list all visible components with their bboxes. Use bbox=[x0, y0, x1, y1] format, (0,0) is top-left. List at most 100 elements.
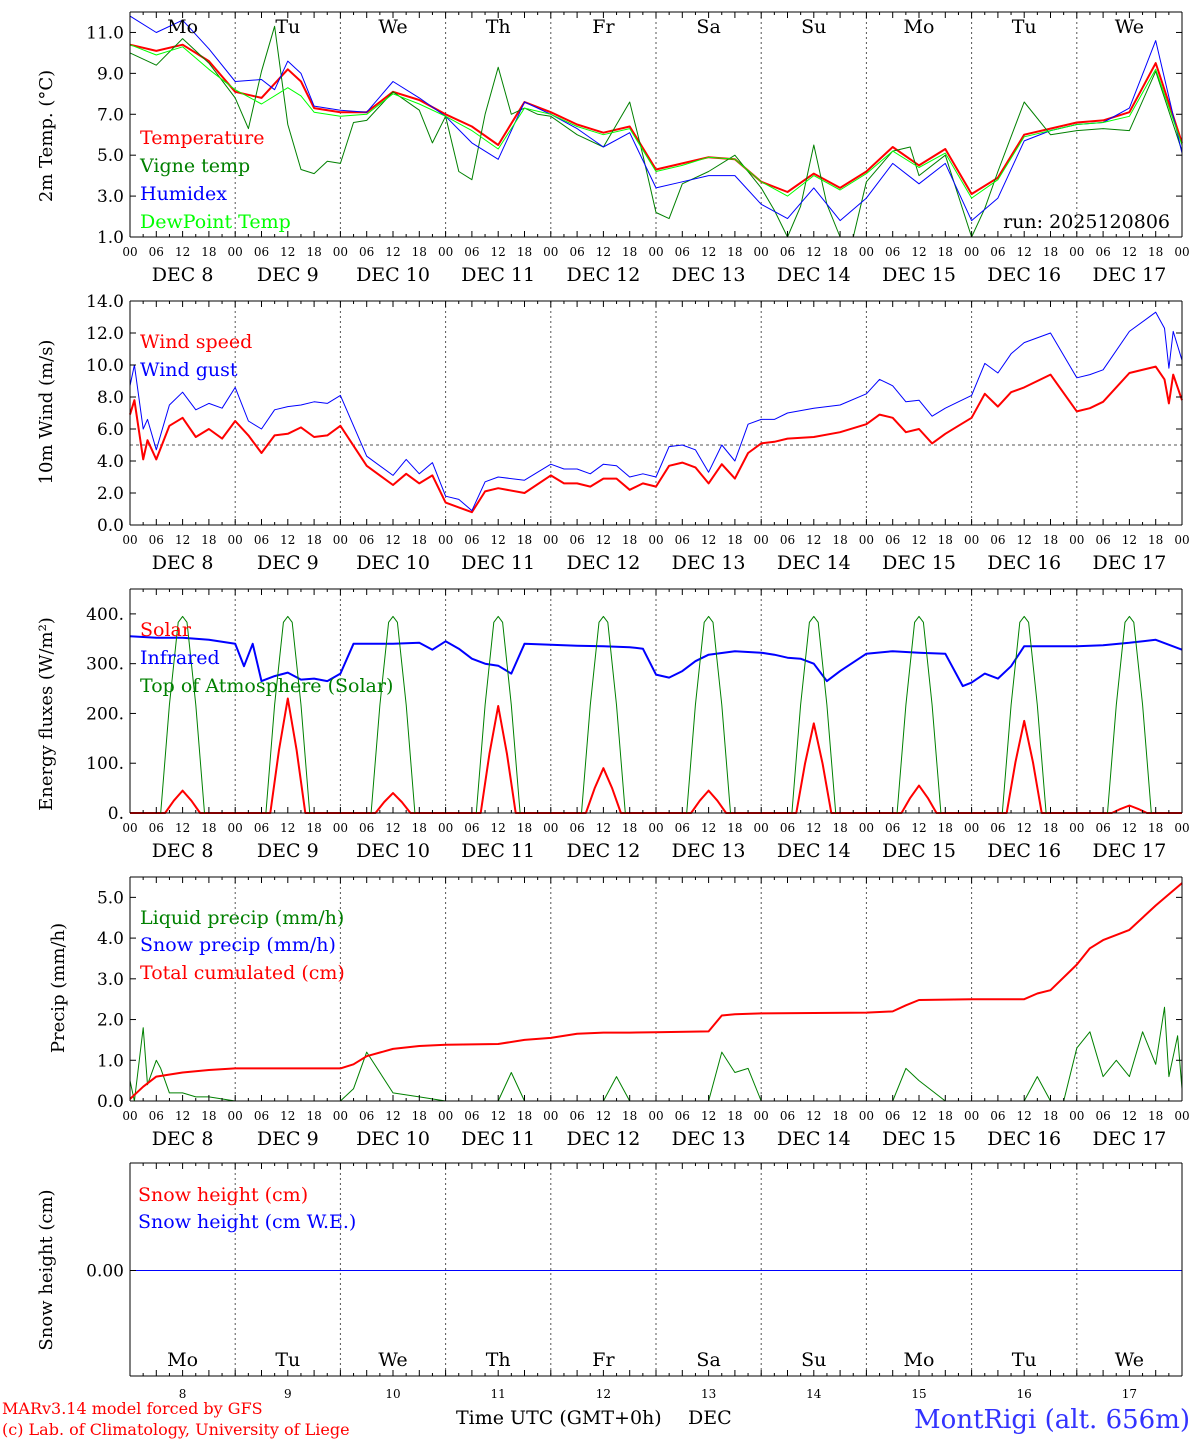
hour-tick-label: 12 bbox=[385, 533, 400, 547]
hour-tick-label: 18 bbox=[622, 533, 637, 547]
legend-temperature: Temperature bbox=[140, 127, 264, 149]
y-tick-label: 3.0 bbox=[97, 970, 124, 990]
hour-tick-label: 00 bbox=[438, 821, 453, 835]
hour-tick-label: 06 bbox=[254, 1109, 269, 1123]
date-label: DEC 11 bbox=[461, 264, 535, 286]
y-tick-label: 300. bbox=[86, 655, 124, 675]
legend-dewpoint: DewPoint Temp bbox=[140, 211, 291, 233]
hour-tick-label: 12 bbox=[280, 1109, 295, 1123]
series-dewpoint-temp bbox=[129, 44, 1183, 199]
hour-tick-label: 18 bbox=[1148, 821, 1163, 835]
ylabel-temperature: 2m Temp. (°C) bbox=[36, 70, 57, 202]
hour-tick-label: 00 bbox=[333, 1109, 348, 1123]
hour-tick-label: 00 bbox=[333, 533, 348, 547]
hour-tick-label: 06 bbox=[1095, 821, 1110, 835]
hour-tick-label: 00 bbox=[543, 245, 558, 259]
hour-tick-label: 00 bbox=[1069, 1109, 1084, 1123]
hour-tick-label: 00 bbox=[228, 821, 243, 835]
y-tick-label: 12.0 bbox=[86, 324, 124, 344]
date-label: DEC 9 bbox=[257, 840, 319, 862]
hour-tick-label: 00 bbox=[438, 245, 453, 259]
hour-tick-label: 00 bbox=[754, 821, 769, 835]
date-label: DEC 13 bbox=[672, 552, 746, 574]
hour-tick-label: 06 bbox=[780, 1109, 795, 1123]
date-label: DEC 9 bbox=[257, 552, 319, 574]
hour-tick-label: 00 bbox=[333, 245, 348, 259]
hour-tick-label: 06 bbox=[464, 533, 479, 547]
date-label: DEC 8 bbox=[152, 264, 214, 286]
hour-tick-label: 06 bbox=[149, 1109, 164, 1123]
hour-tick-label: 00 bbox=[543, 533, 558, 547]
y-tick-label: 5.0 bbox=[97, 146, 124, 166]
hour-tick-label: 00 bbox=[1069, 533, 1084, 547]
xaxis-unit: DEC bbox=[688, 1407, 732, 1429]
weekday-label-top: We bbox=[1115, 16, 1144, 38]
hour-tick-label: 18 bbox=[1148, 245, 1163, 259]
xaxis-label: Time UTC (GMT+0h) bbox=[456, 1407, 662, 1429]
ylabel-snow: Snow height (cm) bbox=[36, 1189, 57, 1350]
day-number-label: 13 bbox=[701, 1387, 716, 1401]
date-label: DEC 17 bbox=[1092, 264, 1166, 286]
hour-tick-label: 18 bbox=[412, 245, 427, 259]
series-infrared bbox=[129, 635, 1183, 688]
date-label: DEC 14 bbox=[777, 840, 851, 862]
date-label: DEC 10 bbox=[356, 552, 430, 574]
legend-solar: Solar bbox=[140, 619, 192, 641]
weekday-label-top: Tu bbox=[275, 16, 300, 38]
y-tick-label: 1.0 bbox=[97, 228, 124, 248]
hour-tick-label: 18 bbox=[201, 533, 216, 547]
hour-tick-label: 18 bbox=[938, 245, 953, 259]
hour-tick-label: 18 bbox=[1043, 533, 1058, 547]
hour-tick-label: 06 bbox=[990, 245, 1005, 259]
hour-tick-label: 06 bbox=[254, 821, 269, 835]
series-wind-speed bbox=[129, 365, 1183, 514]
weekday-label-top: Tu bbox=[1012, 16, 1037, 38]
snow-legend: Snow height (cm) Snow height (cm W.E.) bbox=[138, 1184, 356, 1233]
hour-tick-label: 00 bbox=[1174, 245, 1189, 259]
hour-tick-label: 18 bbox=[201, 821, 216, 835]
y-tick-label: 0. bbox=[108, 804, 124, 824]
hour-tick-label: 06 bbox=[675, 533, 690, 547]
hour-tick-label: 12 bbox=[385, 245, 400, 259]
weekday-label-bottom: Fr bbox=[592, 1349, 615, 1371]
legend-vigne-temp: Vigne temp bbox=[139, 155, 250, 177]
hour-tick-label: 06 bbox=[569, 821, 584, 835]
y-tick-label: 2.0 bbox=[97, 1011, 124, 1031]
weekday-label-bottom: Sa bbox=[696, 1349, 720, 1371]
y-tick-label: 3.0 bbox=[97, 187, 124, 207]
hour-tick-label: 00 bbox=[648, 821, 663, 835]
date-label: DEC 11 bbox=[461, 552, 535, 574]
hour-tick-label: 12 bbox=[175, 821, 190, 835]
hour-tick-label: 12 bbox=[175, 1109, 190, 1123]
date-label: DEC 10 bbox=[356, 264, 430, 286]
hour-tick-label: 18 bbox=[938, 1109, 953, 1123]
hour-tick-label: 06 bbox=[254, 245, 269, 259]
hour-tick-label: 00 bbox=[228, 533, 243, 547]
footer-model: MARv3.14 model forced by GFS bbox=[2, 1399, 263, 1418]
hour-tick-label: 00 bbox=[543, 1109, 558, 1123]
hour-tick-label: 00 bbox=[754, 533, 769, 547]
hour-tick-label: 06 bbox=[675, 1109, 690, 1123]
hour-tick-label: 18 bbox=[306, 245, 321, 259]
ylabel-precip: Precip (mm/h) bbox=[48, 923, 69, 1053]
hour-tick-label: 18 bbox=[832, 533, 847, 547]
y-tick-label: 8.0 bbox=[97, 388, 124, 408]
hour-tick-label: 18 bbox=[832, 245, 847, 259]
hour-tick-label: 06 bbox=[359, 821, 374, 835]
date-label: DEC 12 bbox=[566, 840, 640, 862]
day-number-label: 15 bbox=[911, 1387, 926, 1401]
hour-tick-label: 00 bbox=[754, 245, 769, 259]
date-label: DEC 17 bbox=[1092, 840, 1166, 862]
series-wind-gust bbox=[129, 311, 1183, 512]
hour-tick-label: 12 bbox=[596, 821, 611, 835]
date-label: DEC 10 bbox=[356, 840, 430, 862]
date-label: DEC 15 bbox=[882, 552, 956, 574]
hour-tick-label: 12 bbox=[491, 245, 506, 259]
hour-tick-label: 18 bbox=[622, 1109, 637, 1123]
y-tick-label: 4.0 bbox=[97, 452, 124, 472]
y-tick-label: 400. bbox=[86, 605, 124, 625]
hour-tick-label: 00 bbox=[859, 821, 874, 835]
hour-tick-label: 12 bbox=[806, 1109, 821, 1123]
legend-wind-speed: Wind speed bbox=[140, 331, 252, 353]
hour-tick-label: 12 bbox=[175, 245, 190, 259]
